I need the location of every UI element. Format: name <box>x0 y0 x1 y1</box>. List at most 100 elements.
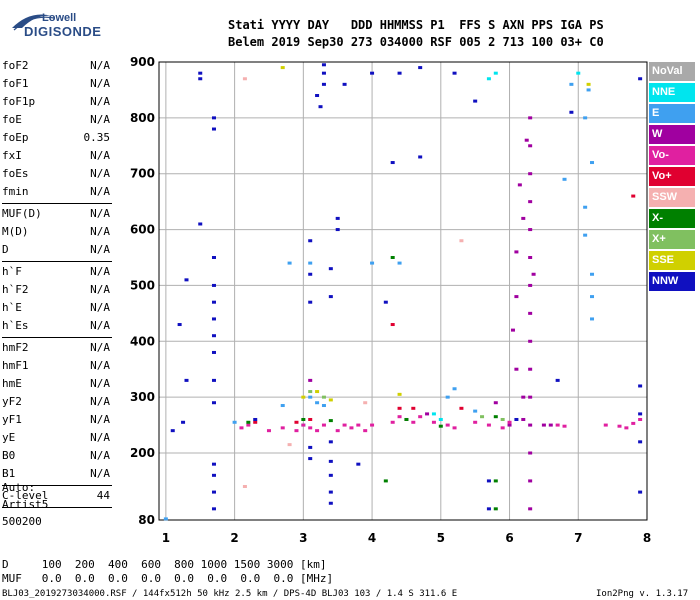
data-point <box>321 82 326 86</box>
param-row: foF2 N/A <box>2 57 112 75</box>
data-point <box>335 216 340 220</box>
footer-version: Ion2Png v. 1.3.17 <box>596 589 689 599</box>
param-row: foF1 N/A <box>2 75 112 93</box>
data-point <box>383 479 388 483</box>
data-point <box>342 82 347 86</box>
param-row: foEp 0.35 <box>2 129 112 147</box>
param-label: fmin <box>2 185 29 198</box>
data-point <box>397 261 402 265</box>
clevel-row: C-level 44 <box>2 487 112 505</box>
data-point <box>280 66 285 70</box>
data-point <box>211 490 216 494</box>
x-tick-label: 6 <box>505 531 513 545</box>
y-tick-label: 80 <box>138 513 155 527</box>
data-point <box>308 445 313 449</box>
param-value: N/A <box>90 59 110 72</box>
data-point <box>528 479 533 483</box>
param-label: foEp <box>2 131 29 144</box>
data-point <box>211 401 216 405</box>
data-point <box>445 395 450 399</box>
data-point <box>370 261 375 265</box>
data-point <box>211 283 216 287</box>
data-point <box>211 473 216 477</box>
data-point <box>211 116 216 120</box>
data-point <box>631 194 636 198</box>
legend-item: NNE <box>649 83 695 102</box>
data-point <box>253 420 258 424</box>
data-point <box>397 71 402 75</box>
data-point <box>418 155 423 159</box>
data-point <box>246 423 251 427</box>
data-point <box>266 429 271 433</box>
legend-item: Vo+ <box>649 167 695 186</box>
param-label: h`Es <box>2 319 29 332</box>
data-point <box>321 395 326 399</box>
parameter-panel: foF2 N/A foF1 N/A foF1p N/A foE N/A foEp 0.35 fxI N… <box>2 57 112 509</box>
param-label: D <box>2 243 9 256</box>
param-divider <box>2 203 112 204</box>
logo-line2: DIGISONDE <box>24 24 102 39</box>
param-value: N/A <box>90 77 110 90</box>
param-label: B1 <box>2 467 16 480</box>
data-point <box>321 404 326 408</box>
data-point <box>431 412 436 416</box>
data-point <box>493 479 498 483</box>
data-point <box>569 110 574 114</box>
param-row: foF1p N/A <box>2 93 112 111</box>
data-point <box>590 161 595 165</box>
data-point <box>418 415 423 419</box>
data-point <box>211 127 216 131</box>
data-point <box>177 323 182 327</box>
data-point <box>500 426 505 430</box>
data-point <box>301 423 306 427</box>
param-divider <box>2 485 112 486</box>
data-point <box>321 423 326 427</box>
data-point <box>328 398 333 402</box>
data-point <box>638 490 643 494</box>
data-point <box>315 429 320 433</box>
data-point <box>315 94 320 98</box>
param-row: M(D) N/A <box>2 223 112 241</box>
data-point <box>510 328 515 332</box>
data-point <box>555 378 560 382</box>
data-point <box>480 415 485 419</box>
data-point <box>253 417 258 421</box>
data-point <box>514 417 519 421</box>
data-point <box>211 378 216 382</box>
param-value: N/A <box>90 95 110 108</box>
data-point <box>280 404 285 408</box>
data-point <box>370 423 375 427</box>
param-label: h`F <box>2 265 22 278</box>
footer-info: BLJ03_2019273034000.RSF / 144fx512h 50 k… <box>2 589 458 599</box>
data-point <box>308 426 313 430</box>
data-point <box>486 423 491 427</box>
data-point <box>294 420 299 424</box>
data-point <box>418 66 423 70</box>
param-row: foEs N/A <box>2 165 112 183</box>
legend-item: NoVal <box>649 62 695 81</box>
data-point <box>211 350 216 354</box>
param-row: yF2 N/A <box>2 393 112 411</box>
data-point <box>473 420 478 424</box>
data-point <box>590 272 595 276</box>
data-point <box>521 216 526 220</box>
param-label: yF1 <box>2 413 22 426</box>
data-point <box>524 138 529 142</box>
param-value: N/A <box>90 113 110 126</box>
param-row: h`Es N/A <box>2 317 112 335</box>
param-row: h`E N/A <box>2 299 112 317</box>
data-point <box>445 423 450 427</box>
data-point <box>531 272 536 276</box>
data-point <box>287 261 292 265</box>
data-point <box>583 205 588 209</box>
legend-item: SSW <box>649 188 695 207</box>
param-value: N/A <box>90 149 110 162</box>
data-point <box>528 311 533 315</box>
param-row: h`F2 N/A <box>2 281 112 299</box>
param-label: foEs <box>2 167 29 180</box>
param-divider <box>2 337 112 338</box>
data-point <box>294 429 299 433</box>
clevel-value: 44 <box>96 489 110 502</box>
param-value: N/A <box>90 431 110 444</box>
header-line2: Belem 2019 Sep30 273 034000 RSF 005 2 71… <box>228 35 604 49</box>
